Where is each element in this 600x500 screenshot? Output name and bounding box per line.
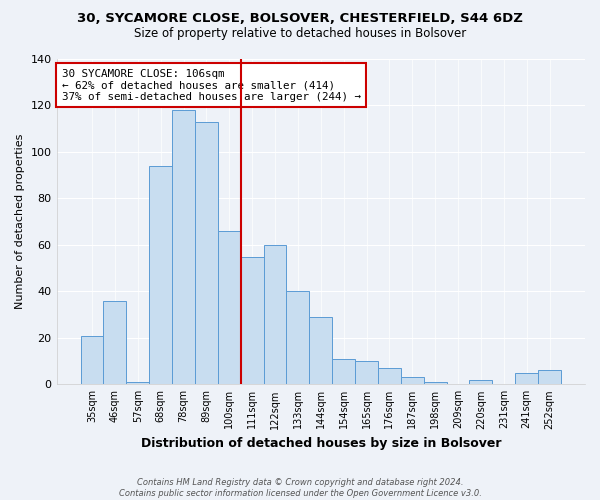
Bar xyxy=(469,380,493,384)
Bar xyxy=(172,110,195,384)
Bar xyxy=(241,256,263,384)
Bar xyxy=(127,382,149,384)
Bar xyxy=(538,370,561,384)
Text: Contains HM Land Registry data © Crown copyright and database right 2024.
Contai: Contains HM Land Registry data © Crown c… xyxy=(119,478,481,498)
Bar xyxy=(332,358,355,384)
Bar xyxy=(80,336,103,384)
Text: 30, SYCAMORE CLOSE, BOLSOVER, CHESTERFIELD, S44 6DZ: 30, SYCAMORE CLOSE, BOLSOVER, CHESTERFIE… xyxy=(77,12,523,26)
Bar xyxy=(355,361,378,384)
Text: 30 SYCAMORE CLOSE: 106sqm
← 62% of detached houses are smaller (414)
37% of semi: 30 SYCAMORE CLOSE: 106sqm ← 62% of detac… xyxy=(62,69,361,102)
Bar xyxy=(310,317,332,384)
X-axis label: Distribution of detached houses by size in Bolsover: Distribution of detached houses by size … xyxy=(140,437,501,450)
Bar xyxy=(149,166,172,384)
Bar xyxy=(378,368,401,384)
Bar xyxy=(286,292,310,384)
Bar xyxy=(515,372,538,384)
Bar xyxy=(103,300,127,384)
Text: Size of property relative to detached houses in Bolsover: Size of property relative to detached ho… xyxy=(134,28,466,40)
Bar xyxy=(424,382,446,384)
Bar xyxy=(195,122,218,384)
Bar xyxy=(401,378,424,384)
Y-axis label: Number of detached properties: Number of detached properties xyxy=(15,134,25,310)
Bar xyxy=(218,231,241,384)
Bar xyxy=(263,245,286,384)
